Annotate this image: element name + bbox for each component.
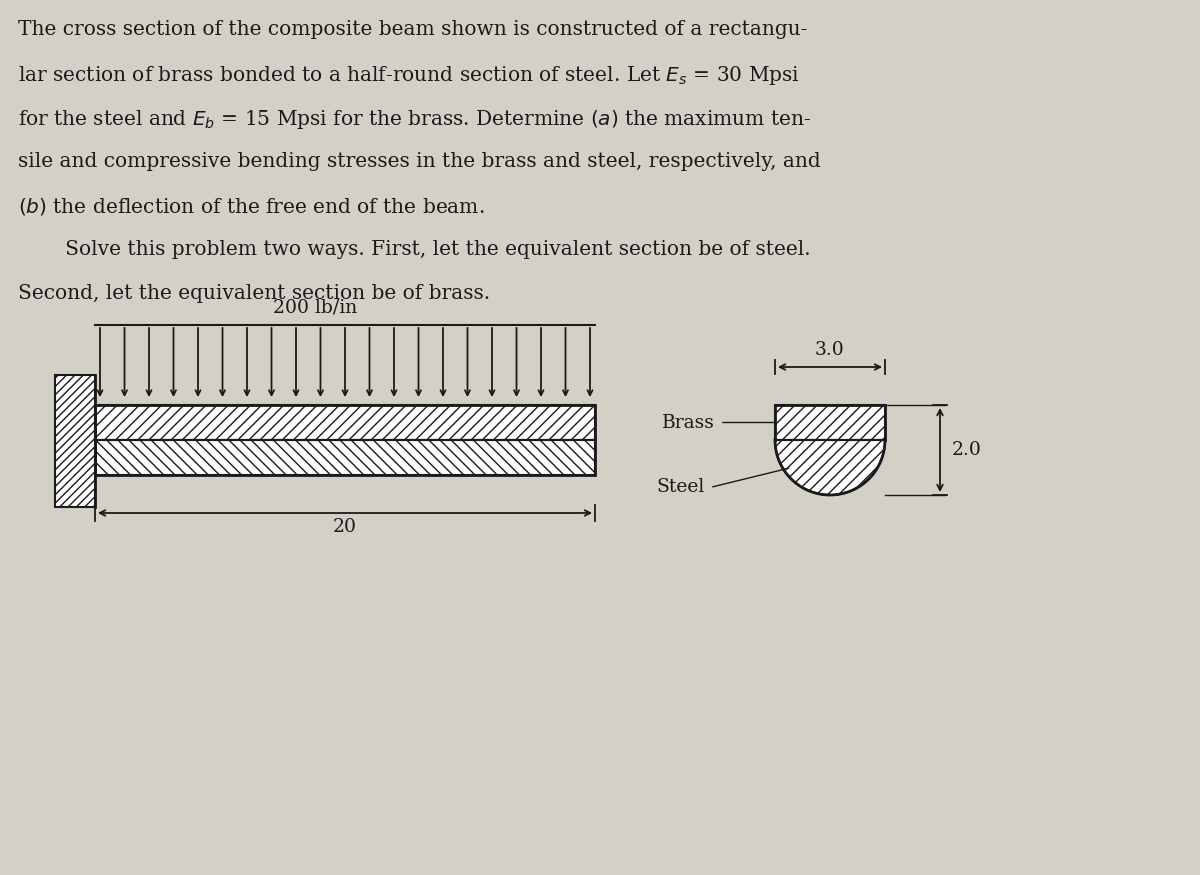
Text: Solve this problem two ways. First, let the equivalent section be of steel.: Solve this problem two ways. First, let …: [46, 240, 811, 259]
Text: sile and compressive bending stresses in the brass and steel, respectively, and: sile and compressive bending stresses in…: [18, 152, 821, 171]
Bar: [95, 405, 595, 475]
Text: 2.0: 2.0: [952, 441, 982, 459]
Text: The cross section of the composite beam shown is constructed of a rectangu-: The cross section of the composite beam …: [18, 20, 808, 39]
Text: 20: 20: [334, 518, 358, 536]
Text: for the steel and $E_b$ = 15 Mpsi for the brass. Determine $(a)$ the maximum ten: for the steel and $E_b$ = 15 Mpsi for th…: [18, 108, 811, 131]
Text: Second, let the equivalent section be of brass.: Second, let the equivalent section be of…: [18, 284, 490, 303]
Text: 3.0: 3.0: [815, 341, 845, 359]
Bar: [95, 440, 595, 475]
Bar: [775, 405, 886, 440]
Bar: [55, 375, 95, 507]
Text: Steel: Steel: [656, 479, 706, 496]
Bar: [95, 405, 595, 440]
Text: lar section of brass bonded to a half-round section of steel. Let $E_s$ = 30 Mps: lar section of brass bonded to a half-ro…: [18, 64, 800, 87]
Text: $(b)$ the deflection of the free end of the beam.: $(b)$ the deflection of the free end of …: [18, 196, 485, 217]
Polygon shape: [775, 440, 886, 495]
Text: 200 lb/in: 200 lb/in: [272, 299, 358, 317]
Text: Brass: Brass: [662, 414, 715, 431]
